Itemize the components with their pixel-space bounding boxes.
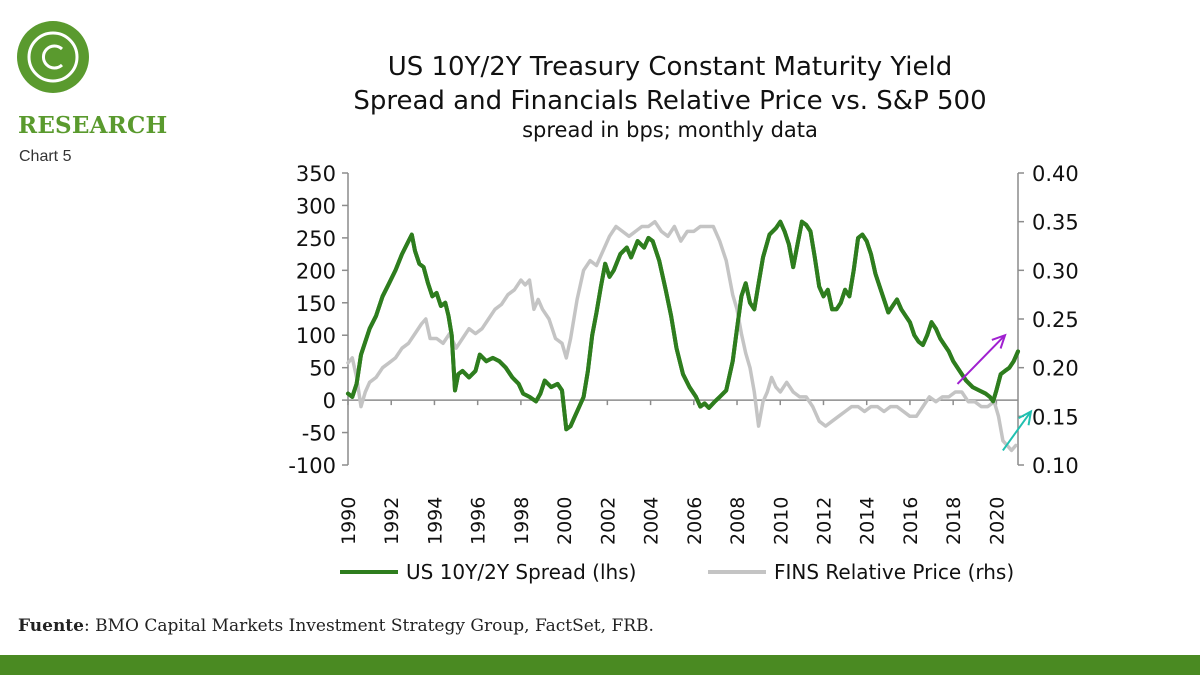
x-tick-label: 1996 (468, 497, 490, 545)
legend-label-fins: FINS Relative Price (rhs) (774, 560, 1015, 584)
legend-label-spread: US 10Y/2Y Spread (lhs) (406, 560, 637, 584)
annotation-arrow-line (956, 334, 1006, 385)
y-tick-label-left: 150 (296, 292, 336, 316)
chart-title-line-1: US 10Y/2Y Treasury Constant Maturity Yie… (387, 52, 953, 82)
y-tick-label-right: 0.25 (1032, 308, 1079, 332)
x-tick-label: 2012 (813, 497, 835, 545)
chart-legend: US 10Y/2Y Spread (lhs) FINS Relative Pri… (340, 560, 1060, 590)
x-tick-label: 1994 (424, 497, 446, 545)
y-tick-label-left: 250 (296, 227, 336, 251)
y-tick-label-left: 300 (296, 194, 336, 218)
x-tick-label: 1990 (338, 497, 360, 545)
source-text: : BMO Capital Markets Investment Strateg… (83, 616, 654, 636)
x-tick-label: 2020 (986, 497, 1008, 545)
y-tick-label-left: 350 (296, 162, 336, 186)
x-tick-label: 2010 (770, 497, 792, 545)
x-tick-label: 2018 (943, 497, 965, 545)
footer-bar (0, 655, 1200, 675)
legend-swatch-spread (340, 570, 398, 574)
y-tick-label-right: 0.35 (1032, 211, 1079, 235)
brand-name: RESEARCH (18, 112, 168, 139)
y-tick-label-right: 0.30 (1032, 259, 1079, 283)
chart-title-line-2: Spread and Financials Relative Price vs.… (353, 86, 987, 116)
chart-subtitle: spread in bps; monthly data (522, 118, 818, 142)
y-tick-label-left: -50 (302, 422, 336, 446)
c-circle-icon (17, 21, 89, 93)
chart-number: Chart 5 (19, 148, 72, 165)
x-tick-label: 2000 (554, 497, 576, 545)
chart-title: US 10Y/2Y Treasury Constant Maturity Yie… (260, 50, 1080, 118)
y-tick-label-left: 200 (296, 259, 336, 283)
x-tick-label: 1998 (511, 497, 533, 545)
y-tick-label-right: 0.10 (1032, 454, 1079, 478)
x-tick-label: 2002 (597, 497, 619, 545)
y-tick-label-left: 0 (323, 389, 336, 413)
x-tick-label: 2008 (727, 497, 749, 545)
annotation-arrow-head (991, 333, 1007, 349)
source-label: Fuente (18, 616, 84, 636)
y-tick-label-right: 0.20 (1032, 357, 1079, 381)
series-line-spread-top (346, 219, 1020, 432)
legend-item-spread: US 10Y/2Y Spread (lhs) (340, 560, 636, 584)
y-tick-label-left: 50 (309, 357, 336, 381)
y-tick-label-left: 100 (296, 324, 336, 348)
annotation-arrow-head (1018, 409, 1033, 426)
y-tick-label-right: 0.40 (1032, 162, 1079, 186)
x-tick-label: 1992 (381, 497, 403, 545)
legend-item-fins: FINS Relative Price (rhs) (708, 560, 1014, 584)
x-tick-label: 2004 (641, 497, 663, 545)
y-tick-label-left: -100 (288, 454, 336, 478)
x-tick-label: 2006 (684, 497, 706, 545)
annotation-arrow-line (1002, 410, 1032, 451)
series-line-fins (346, 219, 1018, 453)
x-tick-label: 2016 (900, 497, 922, 545)
source-note: Fuente: BMO Capital Markets Investment S… (18, 616, 654, 636)
x-tick-label: 2014 (857, 497, 879, 545)
legend-swatch-fins (708, 570, 766, 574)
y-tick-label-right: 0.15 (1032, 405, 1079, 429)
